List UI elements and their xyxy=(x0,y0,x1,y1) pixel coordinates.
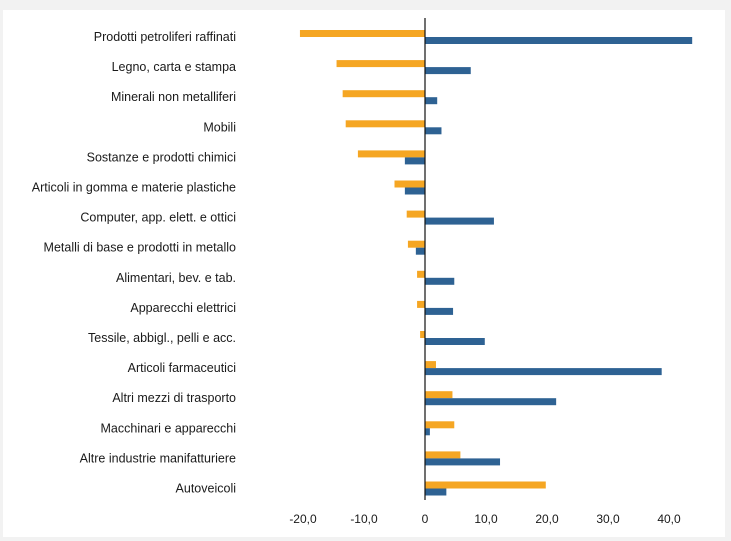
category-label: Articoli in gomma e materie plastiche xyxy=(32,181,236,195)
bars-layer xyxy=(299,30,693,496)
category-label: Articoli farmaceutici xyxy=(128,361,236,375)
bar-series-2-10 xyxy=(425,338,485,345)
x-axis-ticks: -20,0 -10,0 0 10,0 20,0 30,0 40,0 xyxy=(289,512,681,526)
bar-series-2-13 xyxy=(425,428,430,436)
x-tick-label: 30,0 xyxy=(596,512,620,526)
bar-series-2-9 xyxy=(425,307,454,315)
bar-series-1-0 xyxy=(299,30,425,37)
x-tick-label: -20,0 xyxy=(289,512,317,526)
category-label: Apparecchi elettrici xyxy=(130,301,236,315)
category-label: Minerali non metalliferi xyxy=(111,90,236,104)
category-label: Metalli di base e prodotti in metallo xyxy=(44,241,237,255)
category-labels: Prodotti petroliferi raffinati Legno, car… xyxy=(32,30,236,496)
bar-series-2-3 xyxy=(425,127,442,135)
x-tick-label: 10,0 xyxy=(474,512,498,526)
bar-series-1-8 xyxy=(417,270,425,278)
bar-series-2-14 xyxy=(425,458,501,466)
bar-series-2-8 xyxy=(425,277,455,285)
bar-series-1-5 xyxy=(394,180,425,188)
bar-series-2-11 xyxy=(425,368,662,376)
category-label: Macchinari e apparecchi xyxy=(101,421,237,435)
bar-series-1-1 xyxy=(336,60,425,68)
bar-series-1-9 xyxy=(417,300,425,308)
category-label: Autoveicoli xyxy=(176,482,236,496)
x-tick-label: -10,0 xyxy=(350,512,378,526)
bar-series-1-4 xyxy=(357,150,425,158)
category-label: Altri mezzi di trasporto xyxy=(112,391,236,405)
bar-series-2-7 xyxy=(415,247,425,255)
bar-series-2-5 xyxy=(404,187,425,195)
category-label: Computer, app. elett. e ottici xyxy=(80,211,236,225)
bar-series-2-0 xyxy=(425,37,693,44)
bar-series-2-6 xyxy=(425,217,494,225)
category-label: Alimentari, bev. e tab. xyxy=(116,271,236,285)
category-label: Altre industrie manifatturiere xyxy=(80,451,236,465)
bar-series-2-4 xyxy=(404,157,425,165)
bar-series-1-14 xyxy=(425,451,461,459)
bar-series-2-15 xyxy=(425,488,447,496)
category-label: Sostanze e prodotti chimici xyxy=(87,150,236,164)
bar-series-1-11 xyxy=(425,361,436,369)
category-label: Legno, carta e stampa xyxy=(112,60,236,74)
x-tick-label: 40,0 xyxy=(657,512,681,526)
bar-series-2-1 xyxy=(425,67,471,75)
bar-series-1-6 xyxy=(406,210,425,218)
bar-series-1-7 xyxy=(407,240,425,248)
x-tick-label: 0 xyxy=(422,512,429,526)
bar-series-2-12 xyxy=(425,398,557,406)
bar-series-1-2 xyxy=(342,90,425,98)
bar-series-1-3 xyxy=(345,120,425,128)
x-tick-label: 20,0 xyxy=(535,512,559,526)
bar-series-1-12 xyxy=(425,391,453,399)
category-label: Mobili xyxy=(203,120,236,134)
bar-series-2-2 xyxy=(425,97,438,105)
bar-series-1-15 xyxy=(425,481,546,489)
category-label: Tessile, abbigl., pelli e acc. xyxy=(88,331,236,345)
chart-panel xyxy=(3,10,725,537)
bar-series-1-13 xyxy=(425,421,455,429)
category-label: Prodotti petroliferi raffinati xyxy=(94,30,236,44)
bar-series-1-10 xyxy=(420,331,425,338)
